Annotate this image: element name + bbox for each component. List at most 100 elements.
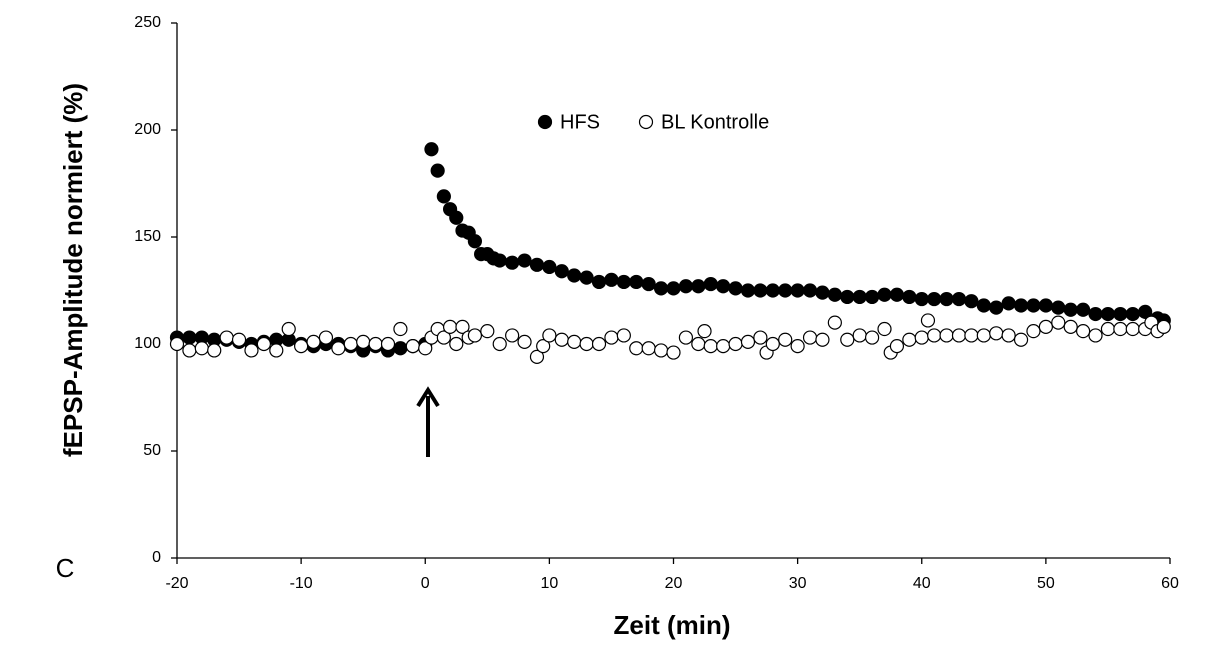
data-point xyxy=(653,281,669,296)
y-tick-label: 0 xyxy=(152,549,161,566)
data-point xyxy=(492,253,507,268)
data-point xyxy=(418,341,433,356)
data-point xyxy=(331,341,346,356)
data-point xyxy=(939,328,954,343)
x-tick-label: 20 xyxy=(665,575,683,592)
data-point xyxy=(343,336,358,352)
data-point xyxy=(778,332,793,347)
data-point xyxy=(579,336,594,352)
data-point xyxy=(716,279,731,294)
data-point xyxy=(1038,298,1053,313)
data-point xyxy=(678,279,694,294)
data-point xyxy=(740,334,756,349)
data-point xyxy=(616,274,631,290)
data-point xyxy=(194,341,209,356)
data-point xyxy=(964,328,979,343)
data-point xyxy=(976,298,991,313)
data-point xyxy=(436,189,451,204)
data-point xyxy=(641,276,656,292)
data-point xyxy=(827,287,842,302)
x-tick-label: 40 xyxy=(913,575,931,592)
data-point xyxy=(629,274,644,290)
data-point xyxy=(306,334,321,349)
x-tick-label: -20 xyxy=(165,575,188,592)
data-point xyxy=(492,336,507,352)
stimulus-arrow xyxy=(416,386,440,457)
data-point xyxy=(666,281,681,296)
data-point xyxy=(517,334,532,349)
x-tick-label: 30 xyxy=(789,575,807,592)
x-tick-label: 50 xyxy=(1037,575,1055,592)
data-point xyxy=(753,283,768,298)
data-point xyxy=(1076,302,1091,317)
data-point xyxy=(976,328,991,343)
data-point xyxy=(840,332,855,347)
data-point xyxy=(864,330,880,345)
data-point xyxy=(765,336,780,352)
data-point xyxy=(765,283,780,298)
data-point xyxy=(1051,315,1066,330)
data-point xyxy=(790,283,805,298)
data-point xyxy=(802,283,818,298)
data-point xyxy=(629,341,644,356)
y-axis-title: fEPSP-Amplitude normiert (%) xyxy=(58,83,88,457)
data-point xyxy=(778,283,793,298)
data-point xyxy=(604,330,619,345)
data-point xyxy=(294,339,309,354)
data-point xyxy=(728,336,743,352)
data-point xyxy=(889,287,905,302)
data-point xyxy=(455,319,470,334)
data-point xyxy=(281,321,296,337)
data-point xyxy=(815,332,830,347)
data-point xyxy=(703,339,718,354)
data-point xyxy=(864,289,880,305)
data-point xyxy=(231,332,247,347)
data-point xyxy=(740,283,756,298)
data-point xyxy=(728,281,743,296)
data-point xyxy=(244,343,259,358)
legend-label: HFS xyxy=(560,111,600,133)
data-point xyxy=(269,343,284,358)
x-tick-label: 60 xyxy=(1161,575,1179,592)
y-tick-label: 100 xyxy=(134,335,161,352)
data-point xyxy=(815,285,830,300)
data-point xyxy=(1138,304,1153,319)
data-point xyxy=(691,336,706,352)
data-point xyxy=(554,264,569,279)
data-point xyxy=(802,330,818,345)
data-point xyxy=(405,339,420,354)
data-point xyxy=(902,289,917,305)
data-point xyxy=(424,142,439,157)
data-point xyxy=(852,328,867,343)
panel-label: C xyxy=(56,553,75,583)
data-point xyxy=(691,279,706,294)
data-point xyxy=(554,332,569,347)
data-point xyxy=(678,330,694,345)
data-point xyxy=(505,255,520,270)
data-point xyxy=(480,324,495,339)
data-point xyxy=(1076,324,1091,339)
data-point xyxy=(840,289,855,305)
data-point xyxy=(1063,319,1078,334)
data-point xyxy=(1088,306,1103,322)
data-point xyxy=(529,257,545,272)
data-point xyxy=(1001,296,1016,311)
x-axis-title: Zeit (min) xyxy=(614,610,731,640)
x-tick-label: 10 xyxy=(540,575,558,592)
y-tick-label: 200 xyxy=(134,121,161,138)
data-point xyxy=(641,341,656,356)
data-point xyxy=(182,343,197,358)
data-point xyxy=(430,163,445,178)
data-point xyxy=(542,259,557,275)
data-point xyxy=(536,339,551,354)
data-point xyxy=(927,328,942,343)
legend-label: BL Kontrolle xyxy=(661,111,769,133)
data-point xyxy=(1063,302,1078,317)
data-point xyxy=(1001,328,1016,343)
data-point xyxy=(449,210,464,225)
data-point xyxy=(753,330,768,345)
data-point xyxy=(368,336,383,352)
data-point xyxy=(1026,298,1041,313)
data-point xyxy=(1026,324,1041,339)
